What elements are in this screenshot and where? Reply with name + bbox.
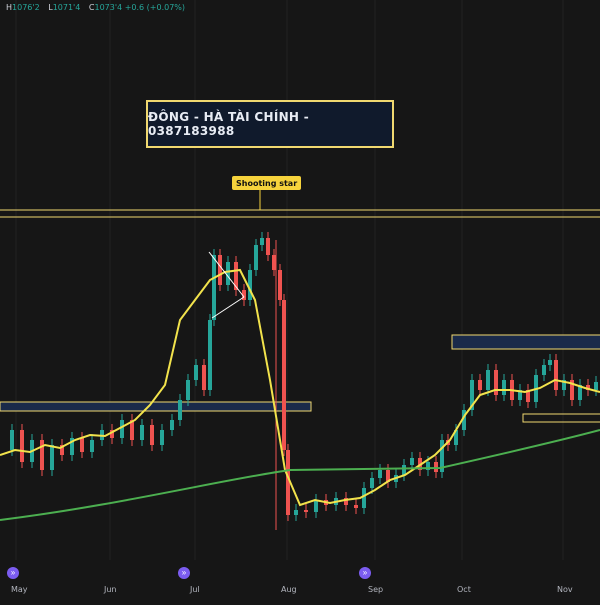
candle-body bbox=[594, 382, 598, 390]
candle-body bbox=[462, 410, 466, 430]
candle-body bbox=[110, 430, 114, 438]
candle-body bbox=[150, 425, 154, 445]
candle-body bbox=[170, 420, 174, 430]
candle-body bbox=[160, 430, 164, 445]
slow-moving-average bbox=[0, 429, 600, 521]
candle-body bbox=[314, 500, 318, 512]
candle-body bbox=[254, 245, 258, 270]
candle-body bbox=[218, 255, 222, 285]
candle-body bbox=[304, 510, 308, 512]
close-value: 1073'4 bbox=[94, 3, 123, 12]
candle-body bbox=[90, 440, 94, 452]
candle-body bbox=[494, 370, 498, 395]
x-tick-label-may: May bbox=[11, 585, 28, 594]
x-tick-label-aug: Aug bbox=[281, 585, 297, 594]
candle-body bbox=[554, 360, 558, 390]
low-label: L bbox=[48, 3, 53, 12]
candle-body bbox=[20, 430, 24, 462]
candle-body bbox=[50, 445, 54, 470]
candle-body bbox=[294, 510, 298, 515]
event-double-chevron-icon[interactable]: » bbox=[178, 567, 190, 579]
candle-body bbox=[120, 420, 124, 438]
candle-body bbox=[354, 505, 358, 508]
candle-body bbox=[434, 462, 438, 472]
trend-line bbox=[211, 296, 245, 319]
supply-demand-zone bbox=[522, 413, 600, 423]
candle-body bbox=[130, 420, 134, 440]
candle-body bbox=[208, 320, 212, 390]
event-double-chevron-icon[interactable]: » bbox=[7, 567, 19, 579]
x-tick-label-jul: Jul bbox=[190, 585, 200, 594]
candle-body bbox=[40, 440, 44, 470]
candle-body bbox=[248, 270, 252, 300]
candle-body bbox=[378, 470, 382, 478]
candle-body bbox=[542, 365, 546, 375]
candle-body bbox=[548, 360, 552, 365]
annotation-text: Shooting star bbox=[236, 178, 298, 188]
supply-demand-zone bbox=[451, 334, 600, 350]
candle-body bbox=[10, 430, 14, 450]
candle-body bbox=[226, 262, 230, 285]
candle-body bbox=[212, 255, 216, 320]
candle-body bbox=[470, 380, 474, 410]
candle-body bbox=[202, 365, 206, 390]
candle-body bbox=[266, 238, 270, 255]
banner-text: ĐÔNG - HÀ TÀI CHÍNH - 0387183988 bbox=[148, 110, 310, 138]
fast-moving-average bbox=[0, 268, 600, 507]
candle-body bbox=[286, 450, 290, 515]
change-value: +0.6 (+0.07%) bbox=[124, 3, 186, 12]
candle-body bbox=[478, 380, 482, 390]
watermark-banner: ĐÔNG - HÀ TÀI CHÍNH - 0387183988 bbox=[146, 100, 394, 148]
candle-body bbox=[242, 290, 246, 300]
candle-body bbox=[178, 400, 182, 420]
low-value: 1071'4 bbox=[52, 3, 81, 12]
candle-body bbox=[80, 438, 84, 452]
high-value: 1076'2 bbox=[12, 3, 40, 12]
ohlc-legend: H1076'2 L1071'4 C1073'4 +0.6 (+0.07%) bbox=[0, 3, 185, 12]
candle-body bbox=[502, 380, 506, 395]
x-tick-label-nov: Nov bbox=[557, 585, 573, 594]
candle-body bbox=[70, 438, 74, 455]
candle-body bbox=[260, 238, 264, 245]
candle-body bbox=[402, 465, 406, 475]
candle-body bbox=[440, 440, 444, 472]
candle-body bbox=[486, 370, 490, 390]
x-tick-label-sep: Sep bbox=[368, 585, 384, 594]
candle-body bbox=[140, 425, 144, 440]
supply-demand-zone bbox=[0, 401, 312, 412]
candle-body bbox=[282, 300, 286, 450]
event-double-chevron-icon[interactable]: » bbox=[359, 567, 371, 579]
x-tick-label-oct: Oct bbox=[457, 585, 471, 594]
shooting-star-annotation[interactable]: Shooting star bbox=[232, 176, 302, 190]
candle-body bbox=[370, 478, 374, 488]
trend-line bbox=[208, 251, 245, 298]
candle-body bbox=[234, 262, 238, 290]
high-label: H bbox=[6, 3, 13, 12]
candle-body bbox=[578, 385, 582, 400]
candle-body bbox=[362, 488, 366, 508]
candle-body bbox=[278, 270, 282, 300]
candle-body bbox=[60, 445, 64, 455]
candle-body bbox=[454, 430, 458, 445]
candle-body bbox=[518, 390, 522, 400]
x-tick-label-jun: Jun bbox=[104, 585, 117, 594]
candle-body bbox=[186, 380, 190, 400]
candle-body bbox=[410, 458, 414, 465]
candle-body bbox=[526, 390, 530, 402]
candle-body bbox=[194, 365, 198, 380]
candle-body bbox=[344, 498, 348, 505]
close-label: C bbox=[88, 3, 95, 12]
candle-body bbox=[426, 462, 430, 470]
candle-body bbox=[586, 385, 590, 390]
candle-body bbox=[570, 380, 574, 400]
candle-body bbox=[562, 380, 566, 390]
candle-body bbox=[272, 255, 276, 270]
candle-body bbox=[386, 470, 390, 482]
